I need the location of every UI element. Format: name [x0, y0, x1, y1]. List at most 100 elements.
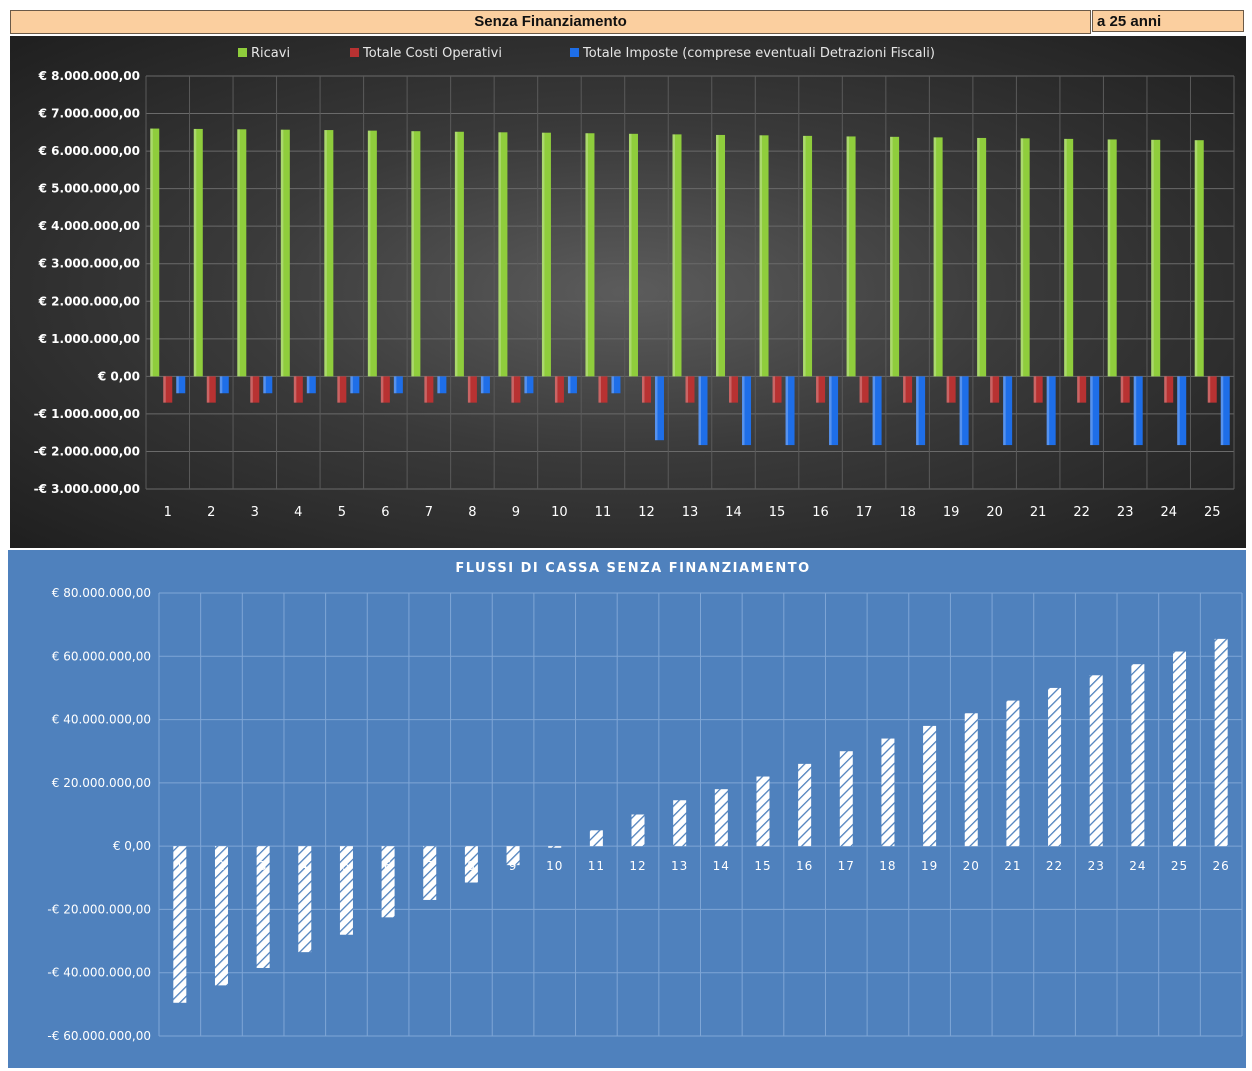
bar-costi-operativi-highlight: [1077, 376, 1080, 403]
bar-costi-operativi: [511, 376, 521, 403]
x-tick-label: 2: [217, 859, 226, 873]
bar-costi-operativi-highlight: [337, 376, 340, 403]
x-tick-label: 10: [546, 859, 563, 873]
y-tick-label: -€ 60.000.000,00: [47, 1029, 151, 1043]
bar-ricavi-highlight: [890, 136, 893, 377]
bar-ricavi: [628, 133, 638, 377]
bar-ricavi-highlight: [585, 133, 588, 377]
bar-imposte-highlight: [829, 376, 832, 446]
bar-ricavi-highlight: [411, 131, 414, 377]
x-tick-label: 21: [1030, 505, 1047, 520]
bar-costi-operativi-highlight: [685, 376, 688, 403]
bar-imposte: [437, 376, 447, 394]
bar-ricavi: [541, 132, 551, 377]
x-tick-label: 16: [796, 859, 813, 873]
cash-flow-plot: FLUSSI DI CASSA SENZA FINANZIAMENTO € 80…: [47, 561, 1243, 1043]
x-tick-label: 26: [1213, 859, 1230, 873]
bar-ricavi: [1194, 140, 1204, 377]
bar-cash-flow: [423, 846, 437, 900]
bar-costi-operativi-highlight: [1120, 376, 1124, 403]
bar-cash-flow: [214, 846, 228, 986]
bar-ricavi-highlight: [1020, 138, 1024, 377]
bar-ricavi-highlight: [716, 134, 719, 377]
bar-imposte: [872, 376, 882, 446]
bar-costi-operativi: [859, 376, 869, 403]
bar-imposte: [219, 376, 229, 394]
bar-imposte: [1220, 376, 1230, 446]
bar-ricavi: [1107, 139, 1117, 377]
bar-imposte-highlight: [524, 376, 527, 394]
x-tick-label: 18: [879, 859, 896, 873]
legend-label-imposte: Totale Imposte (comprese eventuali Detra…: [582, 46, 935, 61]
bar-costi-operativi: [163, 376, 173, 403]
bar-ricavi-highlight: [193, 128, 197, 377]
x-tick-label: 13: [671, 859, 688, 873]
bar-ricavi: [716, 134, 726, 377]
x-tick-label: 1: [164, 505, 172, 520]
x-tick-label: 9: [509, 859, 518, 873]
bar-imposte-highlight: [959, 376, 963, 446]
bar-ricavi-highlight: [1151, 139, 1154, 377]
bar-costi-operativi: [1207, 376, 1217, 403]
y-tick-label: € 0,00: [113, 839, 151, 853]
bar-ricavi-highlight: [933, 137, 937, 377]
x-tick-label: 20: [963, 859, 980, 873]
bar-costi-operativi-highlight: [467, 376, 471, 403]
bar-ricavi-highlight: [237, 129, 240, 377]
bar-ricavi: [846, 136, 856, 377]
bar-ricavi: [759, 135, 769, 377]
bar-cash-flow: [464, 846, 478, 883]
x-tick-label: 13: [682, 505, 699, 520]
bar-imposte-highlight: [263, 376, 266, 394]
bar-ricavi: [1020, 138, 1030, 377]
bar-costi-operativi-highlight: [380, 376, 384, 403]
x-tick-label: 6: [384, 859, 393, 873]
bar-ricavi: [977, 137, 987, 377]
bar-imposte: [263, 376, 273, 394]
bar-imposte-highlight: [916, 376, 919, 446]
bar-costi-operativi-highlight: [772, 376, 776, 403]
y-tick-label: -€ 1.000.000,00: [34, 407, 140, 421]
legend-swatch-imposte: [570, 48, 579, 57]
y-tick-label: € 3.000.000,00: [38, 257, 140, 271]
bar-costi-operativi-highlight: [206, 376, 210, 403]
bar-cash-flow: [548, 846, 562, 848]
x-tick-label: 11: [595, 505, 612, 520]
bar-ricavi: [498, 132, 508, 377]
bar-imposte-highlight: [785, 376, 789, 446]
bar-costi-operativi-highlight: [990, 376, 993, 403]
x-tick-label: 18: [899, 505, 916, 520]
bar-ricavi-highlight: [1194, 140, 1198, 377]
bar-ricavi: [454, 131, 464, 377]
x-tick-label: 22: [1073, 505, 1090, 520]
bar-imposte-highlight: [1090, 376, 1093, 446]
y-tick-label: € 40.000.000,00: [52, 713, 151, 727]
bar-ricavi-highlight: [498, 132, 501, 377]
chart-header: Senza Finanziamento a 25 anni: [10, 10, 1246, 34]
bar-imposte-highlight: [306, 376, 310, 394]
bar-cash-flow: [256, 846, 270, 968]
bar-imposte: [916, 376, 926, 446]
bar-costi-operativi: [1077, 376, 1087, 403]
bar-ricavi-highlight: [541, 132, 545, 377]
bar-imposte-highlight: [742, 376, 745, 446]
bar-imposte-highlight: [480, 376, 484, 394]
bar-imposte-highlight: [1003, 376, 1006, 446]
bar-imposte-highlight: [1046, 376, 1050, 446]
bar-ricavi-highlight: [1107, 139, 1111, 377]
x-tick-label: 15: [769, 505, 786, 520]
bar-costi-operativi: [380, 376, 390, 403]
legend-swatch-ricavi: [238, 48, 247, 57]
bar-costi-operativi: [1164, 376, 1174, 403]
x-tick-label: 8: [468, 505, 476, 520]
bar-ricavi-highlight: [454, 131, 458, 377]
bar-costi-operativi-highlight: [946, 376, 950, 403]
bar-cash-flow: [673, 800, 687, 847]
x-tick-label: 25: [1171, 859, 1188, 873]
bar-imposte: [1177, 376, 1187, 446]
chart-header-period: a 25 anni: [1092, 10, 1244, 32]
bar-cash-flow: [1048, 687, 1062, 847]
revenue-costs-taxes-plot: Ricavi Totale Costi Operativi Totale Imp…: [34, 46, 1235, 520]
bar-costi-operativi-highlight: [729, 376, 732, 403]
bar-ricavi: [411, 131, 421, 377]
